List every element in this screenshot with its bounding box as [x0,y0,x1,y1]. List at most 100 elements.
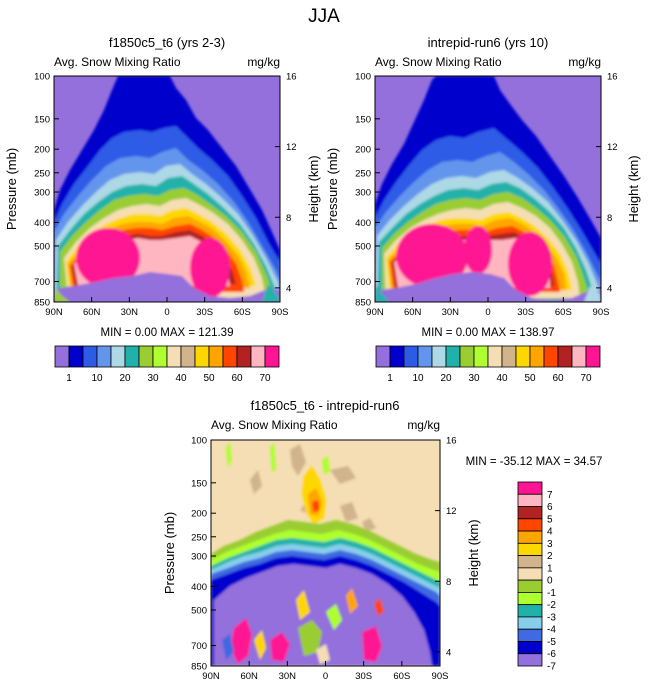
panel-3-hot-left-2 [270,632,290,662]
panel-3-tan-blob-4 [340,502,358,522]
x-tick-label: 90N [202,671,220,682]
panel-2-upper-valley [375,272,601,302]
panel-1-subtitle-left: Avg. Snow Mixing Ratio [54,55,181,69]
y-tick-label: 850 [191,662,207,673]
x-tick-label: 90N [45,307,63,318]
panel-2-axes: 90N 60N 30N 0 30S 60S 90S 100 150 200 250 300 400 500… [355,72,617,319]
colorbar-label: 10 [412,373,424,384]
panel-1-title: f1850c5_t6 (yrs 2-3) [109,35,225,50]
x-tick-label: 30S [355,671,372,682]
colorbar-swatch [166,345,182,368]
panel-1-axes: 90N 60N 30N 0 30S 60S 90S 100 150 200 250 300 400 500… [34,72,296,319]
colorbar-swatch [517,518,543,532]
y-tick-label: 150 [355,114,371,125]
y-right-tick-label: 8 [607,213,612,224]
panel-3-hot-right [362,626,382,662]
panel-3-minmax: MIN = -35.12 MAX = 34.57 [466,456,603,468]
colorbar-swatch [517,481,543,495]
panel-3-subtitle-right: mg/kg [407,418,440,432]
x-tick-label: 60N [240,671,258,682]
x-tick-label: 0 [485,307,490,318]
colorbar-swatch [487,345,503,368]
panel-3-blue-lower [222,634,234,660]
colorbar-swatch [517,616,543,630]
y-tick-label: 700 [191,641,207,652]
colorbar-label: 2 [547,551,553,562]
panel-2-surface-patch [375,286,390,302]
colorbar-swatch [557,345,573,368]
y-right-tick-label: 12 [607,142,618,153]
y-right-tick-label: 4 [286,283,291,294]
panel-3-tan-blob-3 [330,466,356,484]
colorbar-swatch [264,345,280,368]
x-tick-label: 90S [432,671,449,682]
y-tick-label: 850 [34,298,50,309]
y-right-tick-label: 8 [286,213,291,224]
panel-3-green-lower [298,620,322,656]
panel-3-axes: 90N 60N 30N 0 30S 60S 90S 100 150 200 250 300 400 500… [191,436,456,683]
y-tick-label: 400 [355,218,371,229]
y-tick-label: 250 [355,168,371,179]
y-tick-label: 250 [34,168,50,179]
panel-3-green-lower-2 [326,604,342,630]
colorbar-label: -2 [547,600,556,611]
x-tick-label: 60S [393,671,410,682]
colorbar-swatch [517,530,543,544]
y-right-tick-label: 16 [607,72,618,83]
y-tick-label: 300 [355,188,371,199]
y-tick-label: 850 [355,298,371,309]
panel-3-red-spot [312,500,320,512]
colorbar-label: 70 [259,373,271,384]
colorbar-swatch [501,345,517,368]
panel-1-surface-patch-2 [262,284,280,302]
colorbar-swatch [152,345,168,368]
colorbar-label: 50 [524,373,536,384]
colorbar-label: 7 [547,490,553,501]
colorbar-label: 6 [547,502,553,513]
colorbar-swatch [250,345,266,368]
colorbar-swatch [517,604,543,618]
colorbar-swatch [517,628,543,642]
colorbar-label: 1 [547,563,553,574]
x-tick-label: 60S [555,307,572,318]
colorbar-swatch [529,345,545,368]
panel-1-ylabel: Pressure (mb) [4,148,19,230]
colorbar-swatch [389,345,405,368]
panel-3-subtitle-left: Avg. Snow Mixing Ratio [211,418,338,432]
colorbar-label: 1 [387,373,393,384]
x-tick-label: 30N [121,307,139,318]
y-tick-label: 100 [191,436,207,447]
panel-3: f1850c5_t6 - intrepid-run6 Avg. Snow Mix… [162,398,602,682]
panel-2-title: intrepid-run6 (yrs 10) [428,35,549,50]
colorbar-swatch [517,555,543,569]
y-right-tick-label: 8 [446,577,451,588]
panel-2-contour-field [375,76,601,302]
y-tick-label: 500 [191,605,207,616]
colorbar-label: -4 [547,625,556,636]
colorbar-label: 40 [175,373,187,384]
panel-1-contour-field [54,76,280,302]
y-right-tick-label: 4 [446,647,451,658]
y-tick-label: 500 [355,241,371,252]
panel-1-core-right [190,238,230,298]
colorbar-swatch [124,345,140,368]
colorbar-label: -6 [547,649,556,660]
panel-3-green-streak-3 [322,456,330,474]
panel-3-tan-blob-2 [290,444,306,476]
y-tick-label: 250 [191,532,207,543]
x-tick-label: 30N [279,671,297,682]
x-tick-label: 30S [517,307,534,318]
panel-3-green-streak-1 [226,442,232,468]
panel-1-colorbar: 1 10 20 30 40 50 60 70 [54,345,280,384]
colorbar-swatch [138,345,154,368]
x-tick-label: 60N [404,307,422,318]
y-tick-label: 700 [34,277,50,288]
colorbar-swatch [54,345,70,368]
colorbar-label: 60 [552,373,564,384]
panel-3-hot-left [230,618,252,664]
y-tick-label: 400 [191,582,207,593]
panel-2: intrepid-run6 (yrs 10) Avg. Snow Mixing … [325,35,641,384]
y-right-tick-label: 16 [446,436,457,447]
colorbar-swatch [445,345,461,368]
panel-1-minmax: MIN = 0.00 MAX = 121.39 [101,327,234,339]
